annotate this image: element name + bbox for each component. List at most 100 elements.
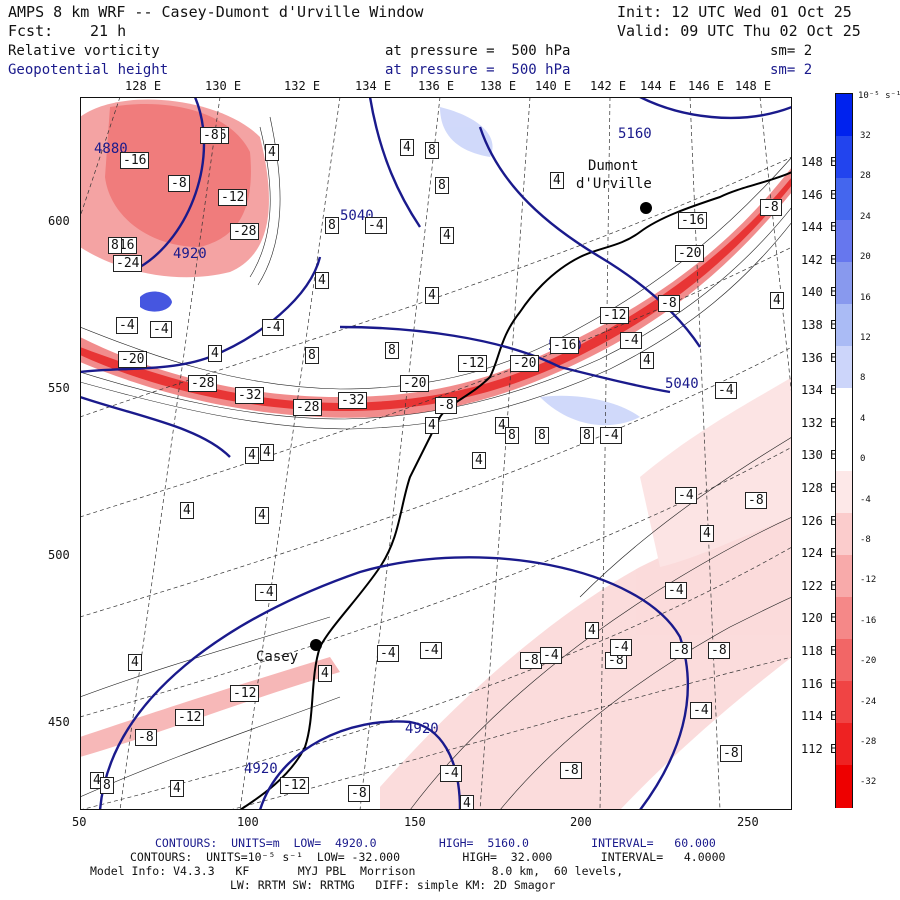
vorticity-contour-label: 4	[640, 352, 654, 369]
vorticity-contour-label: 8	[425, 142, 439, 159]
vorticity-contour-label: -16	[120, 152, 150, 169]
vorticity-contour-label: 8	[435, 177, 449, 194]
vorticity-contour-label: -4	[665, 582, 687, 599]
vorticity-contour-label: -4	[620, 332, 642, 349]
forecast-label: Fcst:	[8, 22, 54, 40]
colorbar-tick-label: 4	[860, 413, 866, 424]
colorbar-tick-label: -16	[860, 615, 877, 626]
init-time: Init: 12 UTC Wed 01 Oct 25	[617, 3, 852, 21]
plot-title: AMPS 8 km WRF -- Casey-Dumont d'Urville …	[8, 3, 424, 21]
colorbar-tick-label: -32	[860, 777, 877, 788]
vorticity-contour-label: 4	[245, 447, 259, 464]
vorticity-contour-label: -28	[230, 223, 260, 240]
footer-model-info: Model Info: V4.3.3 KF MYJ PBL Morrison 8…	[90, 864, 624, 878]
latitude-label: 130 E	[801, 448, 838, 463]
vorticity-contour-label: 8	[505, 427, 519, 444]
colorbar-swatch	[836, 597, 852, 641]
field2-level: at pressure = 500 hPa	[385, 62, 571, 78]
colorbar-swatch	[836, 387, 852, 431]
positive-vorticity-north	[440, 107, 493, 157]
casey-station-marker	[310, 639, 322, 651]
vorticity-contour-label: -12	[175, 709, 205, 726]
y-tick-label: 550	[48, 381, 70, 395]
longitude-label: 148 E	[735, 79, 772, 93]
colorbar-tick-label: 12	[860, 333, 871, 343]
vorticity-contour-label: -4	[610, 639, 632, 656]
latitude-label: 132 E	[801, 415, 838, 430]
colorbar-swatch	[836, 261, 852, 305]
colorbar-tick-label: 28	[860, 171, 871, 182]
longitude-label: 134 E	[355, 79, 392, 93]
vorticity-contour-label: 4	[260, 444, 274, 461]
colorbar-unit: 10⁻⁵ s⁻¹	[858, 91, 900, 101]
vorticity-contour-label: -12	[600, 307, 630, 324]
vorticity-contour-label: -4	[690, 702, 712, 719]
latitude-label: 140 E	[801, 285, 838, 300]
colorbar-tick-label: -8	[860, 535, 871, 545]
colorbar-tick-label: 8	[860, 373, 866, 384]
colorbar-swatch	[836, 471, 852, 515]
map-graphics	[80, 97, 792, 810]
vorticity-contour-label: -12	[280, 777, 310, 794]
vorticity-contour-label: 4	[585, 622, 599, 639]
y-tick-label: 450	[48, 715, 70, 729]
vorticity-contour-label: 4	[770, 292, 784, 309]
vorticity-shading	[80, 99, 792, 810]
forecast-hours: 21 h	[90, 22, 127, 40]
vorticity-contour-label: -8	[135, 729, 157, 746]
longitude-label: 136 E	[418, 79, 455, 93]
longitude-label: 146 E	[688, 79, 725, 93]
footer-vorticity-contours: CONTOURS: UNITS=10⁻⁵ s⁻¹ LOW= -32.000 HI…	[130, 850, 726, 864]
vorticity-contour-label: -4	[116, 317, 138, 334]
colorbar-swatch	[836, 177, 852, 221]
height-label: 5160	[618, 126, 652, 142]
vorticity-contour-label: 8	[108, 237, 122, 254]
latitude-label: 124 E	[801, 546, 838, 561]
colorbar-swatch	[836, 303, 852, 347]
vorticity-contour-label: 4	[128, 654, 142, 671]
vorticity-contour-label: 8	[305, 347, 319, 364]
y-tick-label: 600	[48, 214, 70, 228]
height-contours	[80, 97, 792, 810]
vorticity-contour-label: 4	[425, 287, 439, 304]
vorticity-contour-label: -4	[715, 382, 737, 399]
colorbar-tick-label: -20	[860, 656, 877, 667]
longitude-label: 144 E	[640, 79, 677, 93]
colorbar-swatch	[836, 681, 852, 725]
dumont-label-line1: Dumont	[588, 158, 639, 174]
colorbar-tick-label: -12	[860, 575, 877, 586]
latitude-label: 148 E	[801, 155, 838, 169]
vorticity-contour-label: -4	[540, 647, 562, 664]
field2-name: Geopotential height	[8, 62, 169, 78]
colorbar-swatch	[836, 94, 852, 137]
colorbar-swatch	[836, 135, 852, 179]
vorticity-contour-label: 4	[180, 502, 194, 519]
vorticity-contour-label: 4	[315, 272, 329, 289]
vorticity-contour-label: -16	[678, 212, 708, 229]
vorticity-contour-label: -20	[118, 351, 148, 368]
vorticity-contour-label: -12	[458, 355, 488, 372]
colorbar-tick-label: 16	[860, 292, 871, 303]
vorticity-contour-label: 4	[265, 144, 279, 161]
vorticity-contour-label: -8	[745, 492, 767, 509]
vorticity-contour-label: -8	[435, 397, 457, 414]
vorticity-contour-label: -4	[420, 642, 442, 659]
negative-vorticity-band-casey	[80, 657, 340, 757]
vorticity-contour-label: 4	[208, 345, 222, 362]
latitude-label: 122 E	[801, 578, 838, 593]
vorticity-contour-label: 4	[700, 525, 714, 542]
vorticity-contour-label: -8	[560, 762, 582, 779]
height-label: 4920	[244, 761, 278, 777]
longitude-label: 142 E	[590, 79, 627, 93]
valid-time: Valid: 09 UTC Thu 02 Oct 25	[617, 22, 861, 40]
colorbar-tick-label: -24	[860, 696, 877, 707]
vorticity-contour-label: -8	[200, 127, 222, 144]
casey-label: Casey	[256, 649, 299, 665]
height-label: 4920	[173, 246, 207, 262]
vorticity-contour-label: -28	[293, 399, 323, 416]
vorticity-contour-label: 4	[170, 780, 184, 797]
vorticity-contour-label: -8	[520, 652, 542, 669]
x-tick-label: 100	[237, 815, 259, 829]
map-panel: 4880 5160 5040 4920 5040 5040 4920 4920 …	[80, 97, 792, 810]
vorticity-contour-label: 4	[255, 507, 269, 524]
